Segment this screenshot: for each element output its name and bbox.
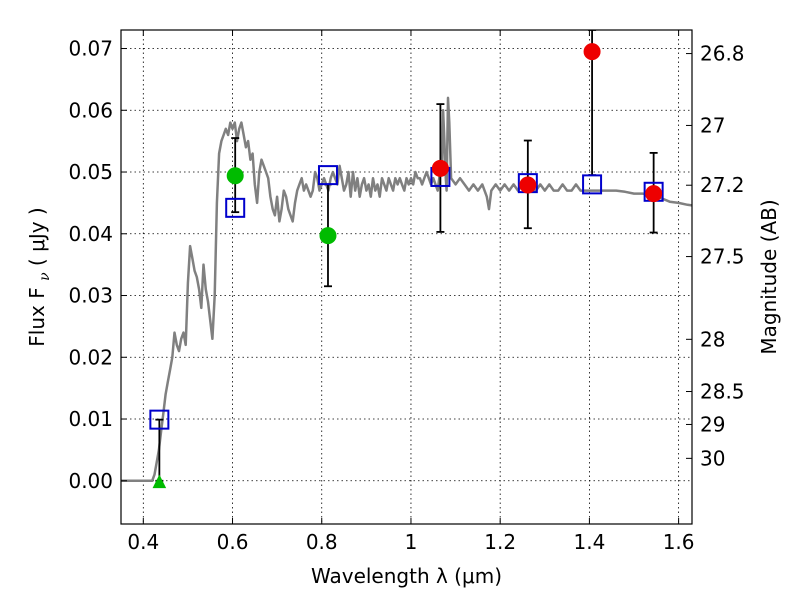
x-axis-label: Wavelength λ (μm): [311, 564, 502, 588]
axes-frame: [120, 29, 693, 525]
model-flux-square: [582, 174, 603, 195]
model-flux-square: [317, 165, 338, 186]
y-axis-label-subscript: ν: [37, 272, 53, 281]
right-tick-label: 26.8: [700, 42, 745, 66]
y-tick-label: 0.02: [68, 345, 113, 369]
right-axis-label: Magnitude (AB): [757, 199, 781, 354]
y-tick-label: 0.03: [68, 284, 113, 308]
model-flux-square: [149, 409, 170, 430]
red-data-point: [431, 159, 449, 177]
x-tick-label: 0.6: [217, 530, 249, 554]
model-flux-square: [225, 197, 246, 218]
red-data-point: [645, 185, 663, 203]
x-tick-label: 0.8: [306, 530, 338, 554]
right-tick-label: 27.2: [700, 173, 745, 197]
green-data-point: [226, 167, 244, 185]
tick-labels: 0.4 0.6 0.8 1 1.2 1.4 1.6 0.00 0.01 0.02 0.03 0.04 0…: [68, 37, 744, 554]
right-tick-label: 30: [700, 446, 725, 470]
y-tick-label: 0.05: [68, 160, 113, 184]
right-tick-label: 28: [700, 327, 725, 351]
y-axis-label: Flux F ν ( μJy ): [25, 207, 54, 346]
x-tick-label: 1.2: [484, 530, 516, 554]
y-tick-label: 0.01: [68, 407, 113, 431]
x-tick-label: 1: [405, 530, 418, 554]
upper-limit-triangle: [152, 474, 167, 489]
y-tick-label: 0.06: [68, 98, 113, 122]
right-tick-label: 27: [700, 113, 725, 137]
red-data-point: [519, 176, 537, 194]
tick-marks: [121, 30, 692, 524]
right-tick-label: 29: [700, 412, 725, 436]
red-data-point: [583, 43, 601, 61]
svg-text:Flux F ν ( μJy: Flux F ν ( μJy ): [25, 207, 54, 346]
model-spectrum-line: [121, 96, 692, 483]
y-tick-label: 0.07: [68, 37, 113, 61]
plot-area: [121, 30, 692, 489]
axes: [120, 29, 693, 525]
right-tick-label: 27.5: [700, 245, 745, 269]
y-tick-label: 0.00: [68, 469, 113, 493]
right-tick-label: 28.5: [700, 380, 745, 404]
y-tick-label: 0.04: [68, 222, 113, 246]
x-tick-label: 0.4: [127, 530, 159, 554]
x-tick-label: 1.6: [663, 530, 695, 554]
green-data-point: [319, 227, 337, 245]
grid-lines: [121, 30, 692, 524]
y-axis-label-unit: ( μJy ): [25, 207, 49, 266]
x-tick-label: 1.4: [573, 530, 605, 554]
y-axis-label-text: Flux F: [25, 287, 49, 346]
